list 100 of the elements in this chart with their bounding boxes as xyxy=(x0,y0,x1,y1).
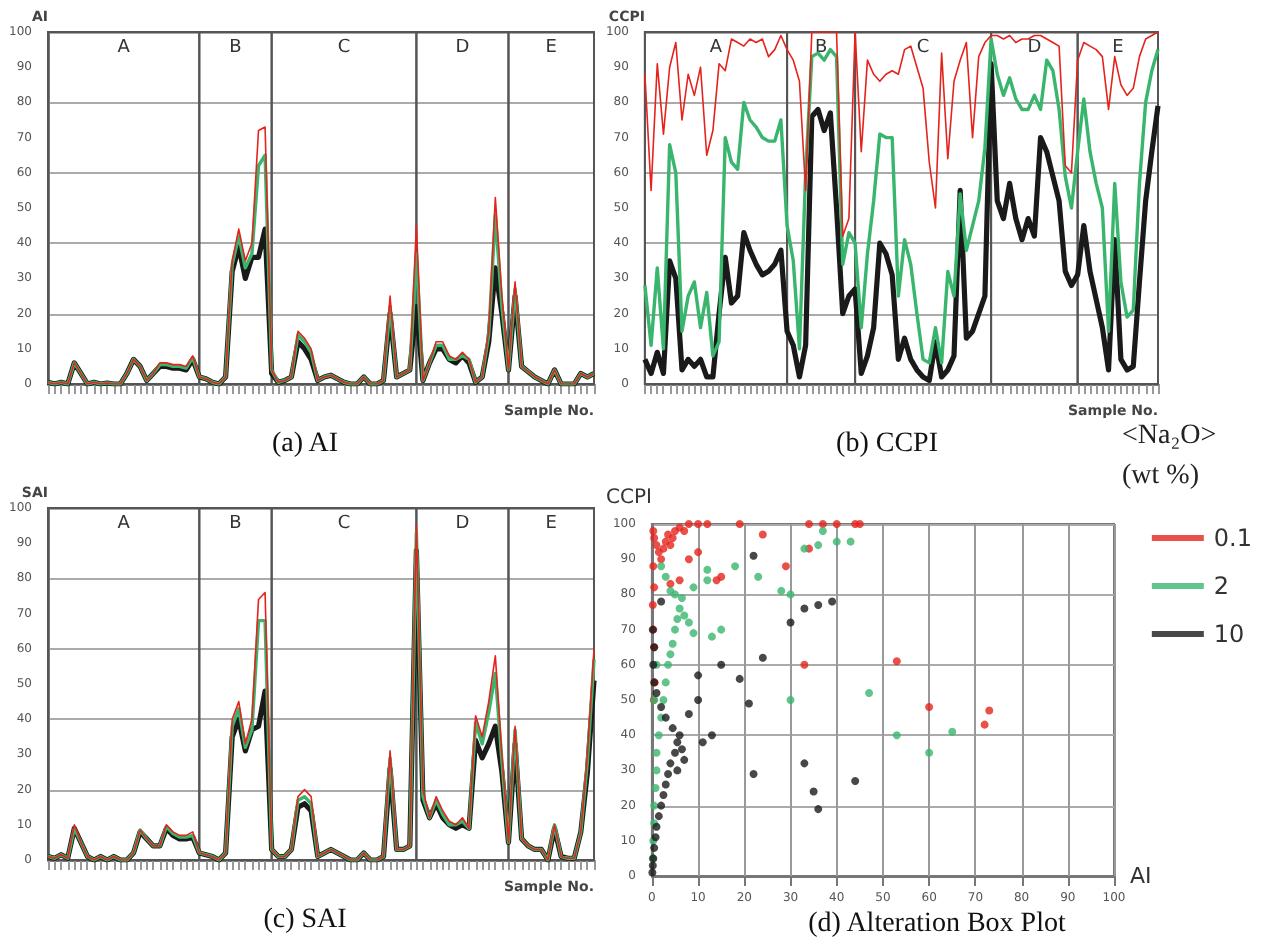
point xyxy=(650,801,659,810)
annotation: B xyxy=(229,38,242,58)
annotation: D xyxy=(455,38,470,58)
point xyxy=(671,625,679,634)
point xyxy=(703,565,712,574)
point xyxy=(800,544,809,553)
point xyxy=(675,604,684,613)
point xyxy=(805,520,814,528)
point xyxy=(673,766,682,775)
point xyxy=(814,541,823,550)
point xyxy=(648,600,657,609)
annotation: E xyxy=(1112,38,1125,58)
point xyxy=(717,572,726,581)
point xyxy=(846,537,855,546)
point xyxy=(652,688,661,697)
annotation: C xyxy=(916,38,930,58)
point xyxy=(731,562,740,571)
point xyxy=(925,748,934,757)
point xyxy=(666,650,675,659)
point xyxy=(680,527,689,536)
point xyxy=(814,600,823,609)
point xyxy=(649,527,658,536)
point xyxy=(865,688,874,697)
point xyxy=(703,520,712,528)
annotation: B xyxy=(814,38,828,58)
line-series xyxy=(644,31,1159,237)
point xyxy=(707,731,716,740)
point xyxy=(668,639,677,648)
point xyxy=(649,562,658,571)
legend-label: 10 xyxy=(1213,620,1245,648)
point xyxy=(851,776,860,785)
point xyxy=(671,748,679,757)
point xyxy=(659,791,668,800)
point xyxy=(832,520,841,528)
point xyxy=(800,604,809,613)
point xyxy=(754,572,763,581)
point xyxy=(892,657,901,666)
point xyxy=(673,615,682,624)
point xyxy=(684,618,693,627)
point xyxy=(680,611,689,620)
annotation: D xyxy=(455,514,470,534)
point xyxy=(777,586,786,595)
point xyxy=(689,583,698,592)
point xyxy=(684,520,693,528)
point xyxy=(749,551,758,560)
point xyxy=(814,805,823,814)
text: (a) AI xyxy=(271,429,339,459)
annotation: C xyxy=(337,514,351,534)
point xyxy=(694,548,703,557)
point xyxy=(657,801,666,810)
point xyxy=(786,618,795,627)
point xyxy=(948,727,957,736)
point xyxy=(694,520,703,528)
point xyxy=(648,868,657,877)
point xyxy=(680,755,689,764)
point xyxy=(758,653,767,662)
legend-label: 2 xyxy=(1213,572,1230,600)
annotation: A xyxy=(709,38,724,58)
point xyxy=(654,812,663,821)
point xyxy=(818,527,827,536)
legend-label: 0.1 xyxy=(1213,524,1253,552)
point xyxy=(717,625,726,634)
point xyxy=(666,586,675,595)
point xyxy=(980,720,989,729)
point xyxy=(684,555,693,564)
point xyxy=(707,632,716,641)
point xyxy=(744,699,753,708)
point xyxy=(657,703,666,712)
point xyxy=(800,660,809,669)
point xyxy=(809,787,818,796)
point xyxy=(800,759,809,768)
point xyxy=(657,597,666,606)
point xyxy=(677,593,686,602)
point xyxy=(668,724,677,733)
annotation: B xyxy=(229,514,242,534)
point xyxy=(717,660,726,669)
annotation: A xyxy=(117,514,132,534)
legend-title: <Na₂O> (wt %) xyxy=(1122,421,1224,491)
point xyxy=(673,738,682,747)
point xyxy=(786,696,795,704)
point xyxy=(661,780,670,789)
point xyxy=(652,748,661,757)
point xyxy=(654,731,663,740)
point xyxy=(661,678,670,687)
point xyxy=(828,597,837,606)
point xyxy=(652,766,661,775)
point xyxy=(657,555,666,564)
point xyxy=(892,731,901,740)
annotation: E xyxy=(545,38,558,58)
point xyxy=(659,696,668,704)
point xyxy=(666,579,675,588)
point xyxy=(985,706,994,715)
point xyxy=(650,583,659,592)
point xyxy=(666,541,675,550)
point xyxy=(657,562,666,571)
point xyxy=(650,534,659,543)
annotation: A xyxy=(117,38,132,58)
point xyxy=(832,537,841,546)
point xyxy=(749,769,758,778)
point xyxy=(818,520,827,528)
